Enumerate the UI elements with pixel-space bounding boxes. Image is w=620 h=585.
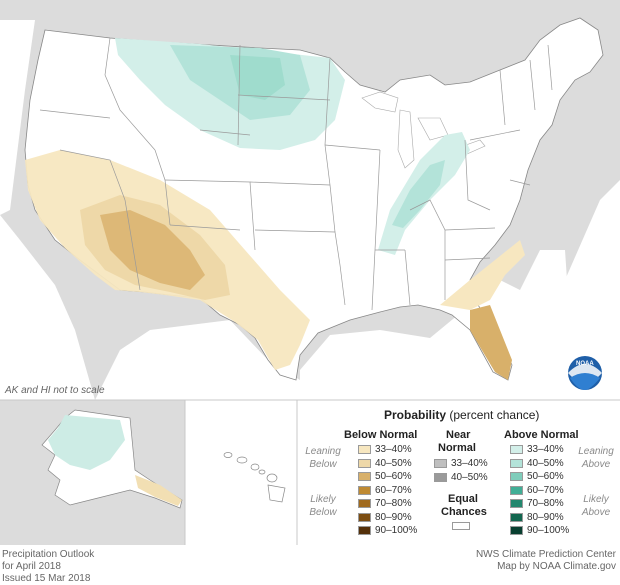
below-normal-swatch <box>358 472 371 481</box>
above-normal-swatch <box>510 485 523 495</box>
legend-title-rest: (percent chance) <box>449 408 540 422</box>
above-normal-range-label: 90–100% <box>527 525 570 536</box>
above-normal-header: Above Normal <box>504 429 579 441</box>
below-normal-swatch <box>358 512 371 522</box>
se-below-33-40 <box>440 240 525 310</box>
footer-right: NWS Climate Prediction Center Map by NOA… <box>476 549 616 573</box>
below-normal-swatch <box>358 526 371 535</box>
above-normal-range-label: 60–70% <box>527 484 564 496</box>
below-normal-swatch <box>358 485 371 495</box>
equal-chances-label-2: Chances <box>441 506 487 518</box>
below-normal-range-label: 80–90% <box>375 511 412 523</box>
above-normal-range-label: 80–90% <box>527 511 564 523</box>
near-normal-header-1: Near <box>446 429 471 441</box>
below-normal-range-label: 33–40% <box>375 444 412 455</box>
above-normal-swatch <box>510 445 523 454</box>
above-normal-swatch <box>510 472 523 481</box>
near-normal-swatch <box>434 459 447 468</box>
above-normal-range-label: 70–80% <box>527 498 564 509</box>
above-normal-range-label: 40–50% <box>527 457 564 469</box>
noaa-logo-text: NOAA <box>576 361 594 367</box>
below-normal-swatch <box>358 458 371 468</box>
below-normal-header: Below Normal <box>344 429 418 441</box>
above-normal-range-label: 33–40% <box>527 444 564 455</box>
near-normal-range-label: 40–50% <box>451 471 488 483</box>
above-normal-swatch <box>510 458 523 468</box>
below-normal-range-label: 50–60% <box>375 471 412 482</box>
hawaii-islands <box>223 452 286 503</box>
below-normal-range-label: 90–100% <box>375 525 418 536</box>
likely-below-label: Likely Below <box>309 494 337 518</box>
likely-above-label: Likely Above <box>581 494 611 518</box>
near-normal-range-label: 33–40% <box>451 458 488 469</box>
footer-left: Precipitation Outlook for April 2018 Iss… <box>2 549 94 585</box>
above-normal-swatch <box>510 512 523 522</box>
leaning-above-label: Leaning Above <box>578 446 614 470</box>
below-normal-range-label: 40–50% <box>375 457 412 469</box>
below-normal-range-label: 60–70% <box>375 484 412 496</box>
footer-title: Precipitation Outlook <box>2 549 95 560</box>
near-normal-swatch <box>434 472 447 482</box>
footer-period: for April 2018 <box>2 561 61 572</box>
legend-title: Probability (percent chance) <box>384 408 539 422</box>
above-normal-range-label: 50–60% <box>527 471 564 482</box>
leaning-below-label: Leaning Below <box>305 446 341 470</box>
footer-issued: Issued 15 Mar 2018 <box>2 573 91 584</box>
footer-credit-cpc: NWS Climate Prediction Center <box>475 549 616 560</box>
below-normal-swatch <box>358 499 371 508</box>
state-lines <box>39 37 553 311</box>
alaska-above <box>48 415 125 470</box>
legend: Probability (percent chance) Below Norma… <box>298 401 620 545</box>
equal-chances-label-1: Equal <box>448 493 478 505</box>
ohio-above-40-50 <box>392 160 445 228</box>
footer-credit-climategov: Map by NOAA Climate.gov <box>497 561 616 572</box>
below-normal-range-label: 70–80% <box>375 498 412 509</box>
below-normal-swatch <box>358 445 371 454</box>
florida-below-50-60 <box>470 305 512 380</box>
equal-chances-swatch <box>452 522 470 530</box>
noaa-logo <box>568 356 602 390</box>
below-50-60-region <box>100 210 205 290</box>
scale-note: AK and HI not to scale <box>5 385 105 396</box>
above-normal-swatch <box>510 526 523 535</box>
above-normal-swatch <box>510 499 523 508</box>
near-normal-header-2: Normal <box>438 442 476 454</box>
legend-title-bold: Probability <box>384 408 447 422</box>
north-above-50-60 <box>230 55 285 100</box>
alaska-below <box>135 475 182 506</box>
